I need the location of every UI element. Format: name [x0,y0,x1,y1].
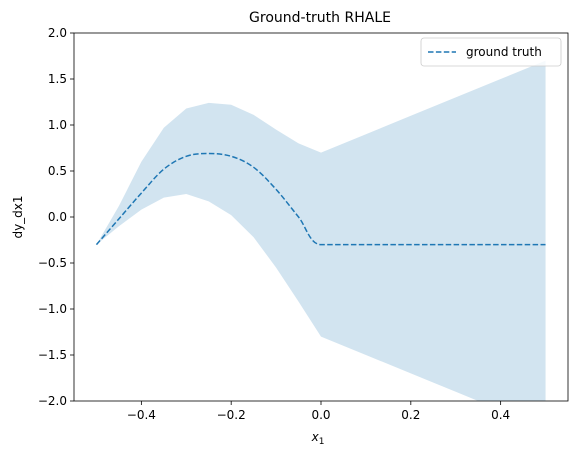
uncertainty-band [96,60,546,401]
x-axis-label: x1 [311,430,325,447]
y-tick-label: −0.5 [38,256,67,270]
y-axis-ticks: −2.0 −1.5 −1.0 −0.5 0.0 0.5 1.0 1.5 2.0 [38,26,74,408]
x-axis-label-subscript: 1 [319,437,325,447]
x-tick-label: −0.4 [127,408,156,422]
y-tick-label: 2.0 [48,26,67,40]
ground-truth-line [95,152,546,246]
legend-label-ground-truth: ground truth [466,45,542,59]
y-tick-label: −2.0 [38,394,67,408]
y-tick-label: 0.5 [48,164,67,178]
x-tick-label: 0.4 [491,408,510,422]
legend-box [420,37,562,67]
y-tick-label: −1.0 [38,302,67,316]
y-tick-label: −1.5 [38,348,67,362]
x-axis-ticks: −0.4 −0.2 0.0 0.2 0.4 [127,401,510,422]
x-tick-label: 0.0 [311,408,330,422]
x-tick-label: −0.2 [217,408,246,422]
legend: ground truth [420,37,562,67]
y-tick-label: 0.0 [48,210,67,224]
y-tick-label: 1.0 [48,118,67,132]
chart-title: Ground-truth RHALE [249,10,391,26]
x-axis-label-base: x [311,430,320,444]
plot-frame [73,32,569,402]
plot-area [95,60,546,401]
x-tick-label: 0.2 [401,408,420,422]
y-tick-label: 1.5 [48,72,67,86]
y-axis-label: dy_dx1 [11,195,25,238]
